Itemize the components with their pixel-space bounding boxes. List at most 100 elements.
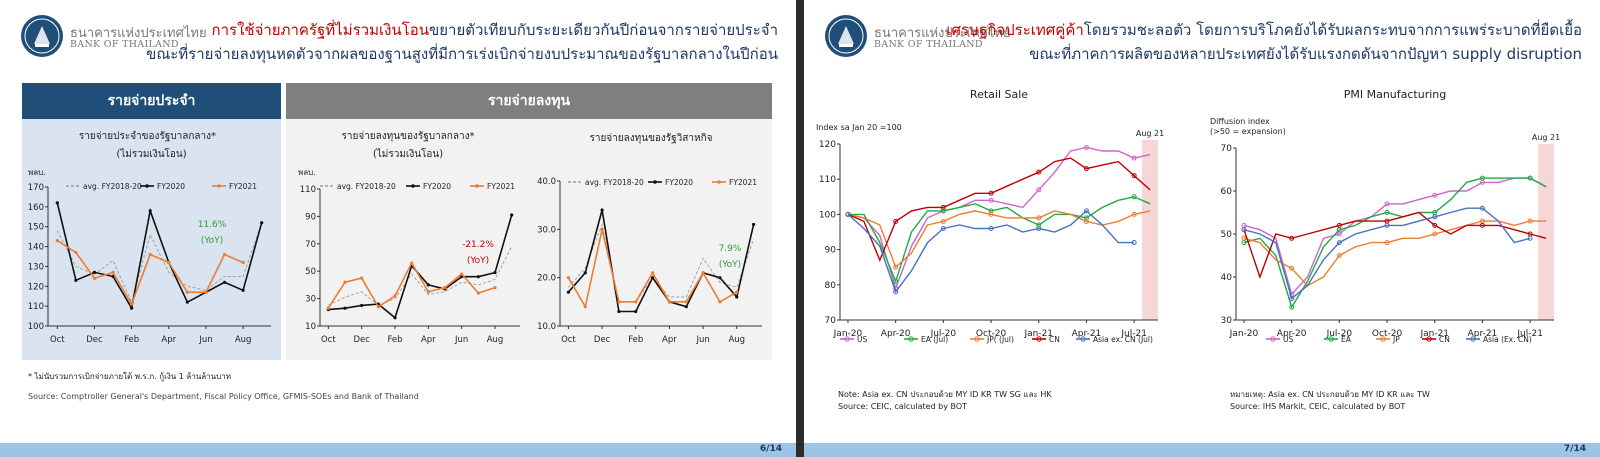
chart-title: รายจ่ายลงทุนของรัฐบาลกลาง*: [341, 131, 474, 142]
data-point: [241, 288, 245, 292]
x-tick-label: Oct-20: [1372, 329, 1403, 339]
legend-label: JP: [1392, 335, 1400, 344]
section-header-capital: รายจ่ายลงทุน: [286, 83, 772, 119]
data-point: [443, 286, 447, 290]
legend-marker: [475, 184, 479, 188]
data-point: [410, 261, 414, 265]
series-line-3: [1243, 220, 1547, 287]
data-point: [634, 300, 638, 304]
data-point: [684, 300, 688, 304]
data-point: [845, 211, 851, 217]
data-point: [185, 300, 189, 304]
data-point: [111, 270, 115, 274]
x-tick-label: Jan-21: [1023, 329, 1053, 339]
yoy-annotation: (YoY): [201, 236, 223, 246]
data-point: [222, 252, 227, 257]
data-point: [360, 276, 364, 280]
bank-name-th: ธนาคารแห่งประเทศไทย: [874, 26, 1011, 41]
y-tick-label: 120: [819, 140, 836, 150]
legend-label: EA (Jul): [921, 335, 948, 344]
data-point: [148, 209, 152, 213]
y-tick-label: 70: [825, 316, 837, 326]
data-point: [493, 286, 497, 290]
data-point: [583, 271, 587, 275]
y-tick-label: 30.0: [537, 225, 556, 235]
slide-title-line2: ขณะที่รายจ่ายลงทุนหดตัวจากผลของฐานสูงที่…: [146, 45, 778, 63]
data-point: [476, 291, 480, 295]
y-axis-label: (>50 = expansion): [1210, 127, 1286, 136]
chart-title: รายจ่ายลงทุนของรัฐวิสาหกิจ: [589, 133, 712, 144]
y-tick-label: 40: [1221, 273, 1233, 283]
y-axis-label: Index sa Jan 20 =100: [816, 123, 902, 132]
data-point: [1241, 227, 1247, 233]
data-point: [1527, 175, 1533, 181]
legend-label: avg. FY2018-20: [337, 182, 396, 191]
y-tick-label: 40.0: [537, 177, 556, 187]
data-point: [701, 271, 705, 275]
panel-capital: [286, 119, 772, 360]
y-tick-label: 170: [28, 183, 44, 193]
data-point: [650, 271, 655, 275]
y-tick-label: 160: [28, 203, 44, 213]
x-tick-label: Apr-21: [1072, 329, 1102, 339]
y-tick-label: 50: [1221, 230, 1233, 240]
data-point: [510, 213, 514, 217]
slide-trading-partners: ธนาคารแห่งประเทศไทย BANK OF THAILAND เศร…: [804, 0, 1600, 457]
y-axis-label: พลบ.: [298, 168, 316, 177]
data-point: [718, 276, 722, 280]
x-tick-label: Aug: [728, 335, 745, 345]
data-point: [1036, 215, 1042, 221]
data-point: [360, 303, 364, 308]
data-point: [684, 305, 688, 309]
x-tick-label: Jun: [198, 335, 212, 345]
data-point: [893, 289, 899, 295]
y-tick-label: 130: [28, 262, 44, 272]
legend-marker: [411, 184, 415, 188]
data-point: [988, 197, 994, 203]
highlight-band: [1142, 140, 1158, 320]
slide-title-line1: การใช้จ่ายภาครัฐที่ไม่รวมเงินโอนขยายตัวเ…: [212, 18, 778, 42]
data-point: [1479, 205, 1485, 211]
data-point: [130, 302, 134, 306]
data-point: [617, 309, 621, 314]
data-point: [1432, 214, 1438, 220]
series-line-3: [847, 210, 1151, 269]
data-point: [1083, 145, 1089, 151]
data-point: [1036, 169, 1042, 175]
bank-name-th: ธนาคารแห่งประเทศไทย: [70, 26, 207, 41]
data-point: [600, 208, 604, 212]
chart-subtitle: (ไม่รวมเงินโอน): [116, 147, 186, 160]
legend-marker: [145, 184, 149, 188]
x-tick-label: Dec: [594, 335, 611, 345]
legend-marker: [1328, 336, 1334, 342]
data-point: [893, 278, 899, 284]
data-point: [940, 225, 946, 231]
y-tick-label: 100: [819, 210, 836, 220]
data-point: [650, 276, 655, 280]
yoy-annotation: (YoY): [467, 256, 489, 266]
data-point: [1432, 231, 1438, 237]
legend-marker: [908, 336, 914, 342]
slide-fiscal: ธนาคารแห่งประเทศไทย BANK OF THAILAND การ…: [0, 0, 796, 457]
data-point: [600, 227, 604, 231]
bank-name-en: BANK OF THAILAND: [70, 39, 179, 50]
data-point: [426, 290, 430, 294]
footer-bar: 6/14: [0, 443, 796, 457]
title-highlight: เศรษฐกิจประเทศคู่ค้า: [946, 21, 1084, 39]
data-point: [241, 260, 245, 265]
series-line-5: [847, 209, 1135, 294]
x-tick-label: Oct: [50, 335, 65, 345]
data-point: [1527, 218, 1533, 224]
y-tick-label: 140: [28, 243, 44, 253]
data-point: [735, 295, 739, 299]
data-point: [92, 270, 97, 274]
legend-label: FY2021: [729, 178, 757, 187]
data-point: [667, 300, 672, 304]
data-point: [988, 190, 994, 196]
data-point: [1083, 218, 1089, 224]
data-point: [893, 218, 899, 224]
bank-name-en: BANK OF THAILAND: [874, 39, 983, 50]
legend-label: JP( (Jul): [986, 335, 1014, 344]
panel-current: [22, 119, 281, 360]
y-tick-label: 120: [28, 282, 44, 292]
